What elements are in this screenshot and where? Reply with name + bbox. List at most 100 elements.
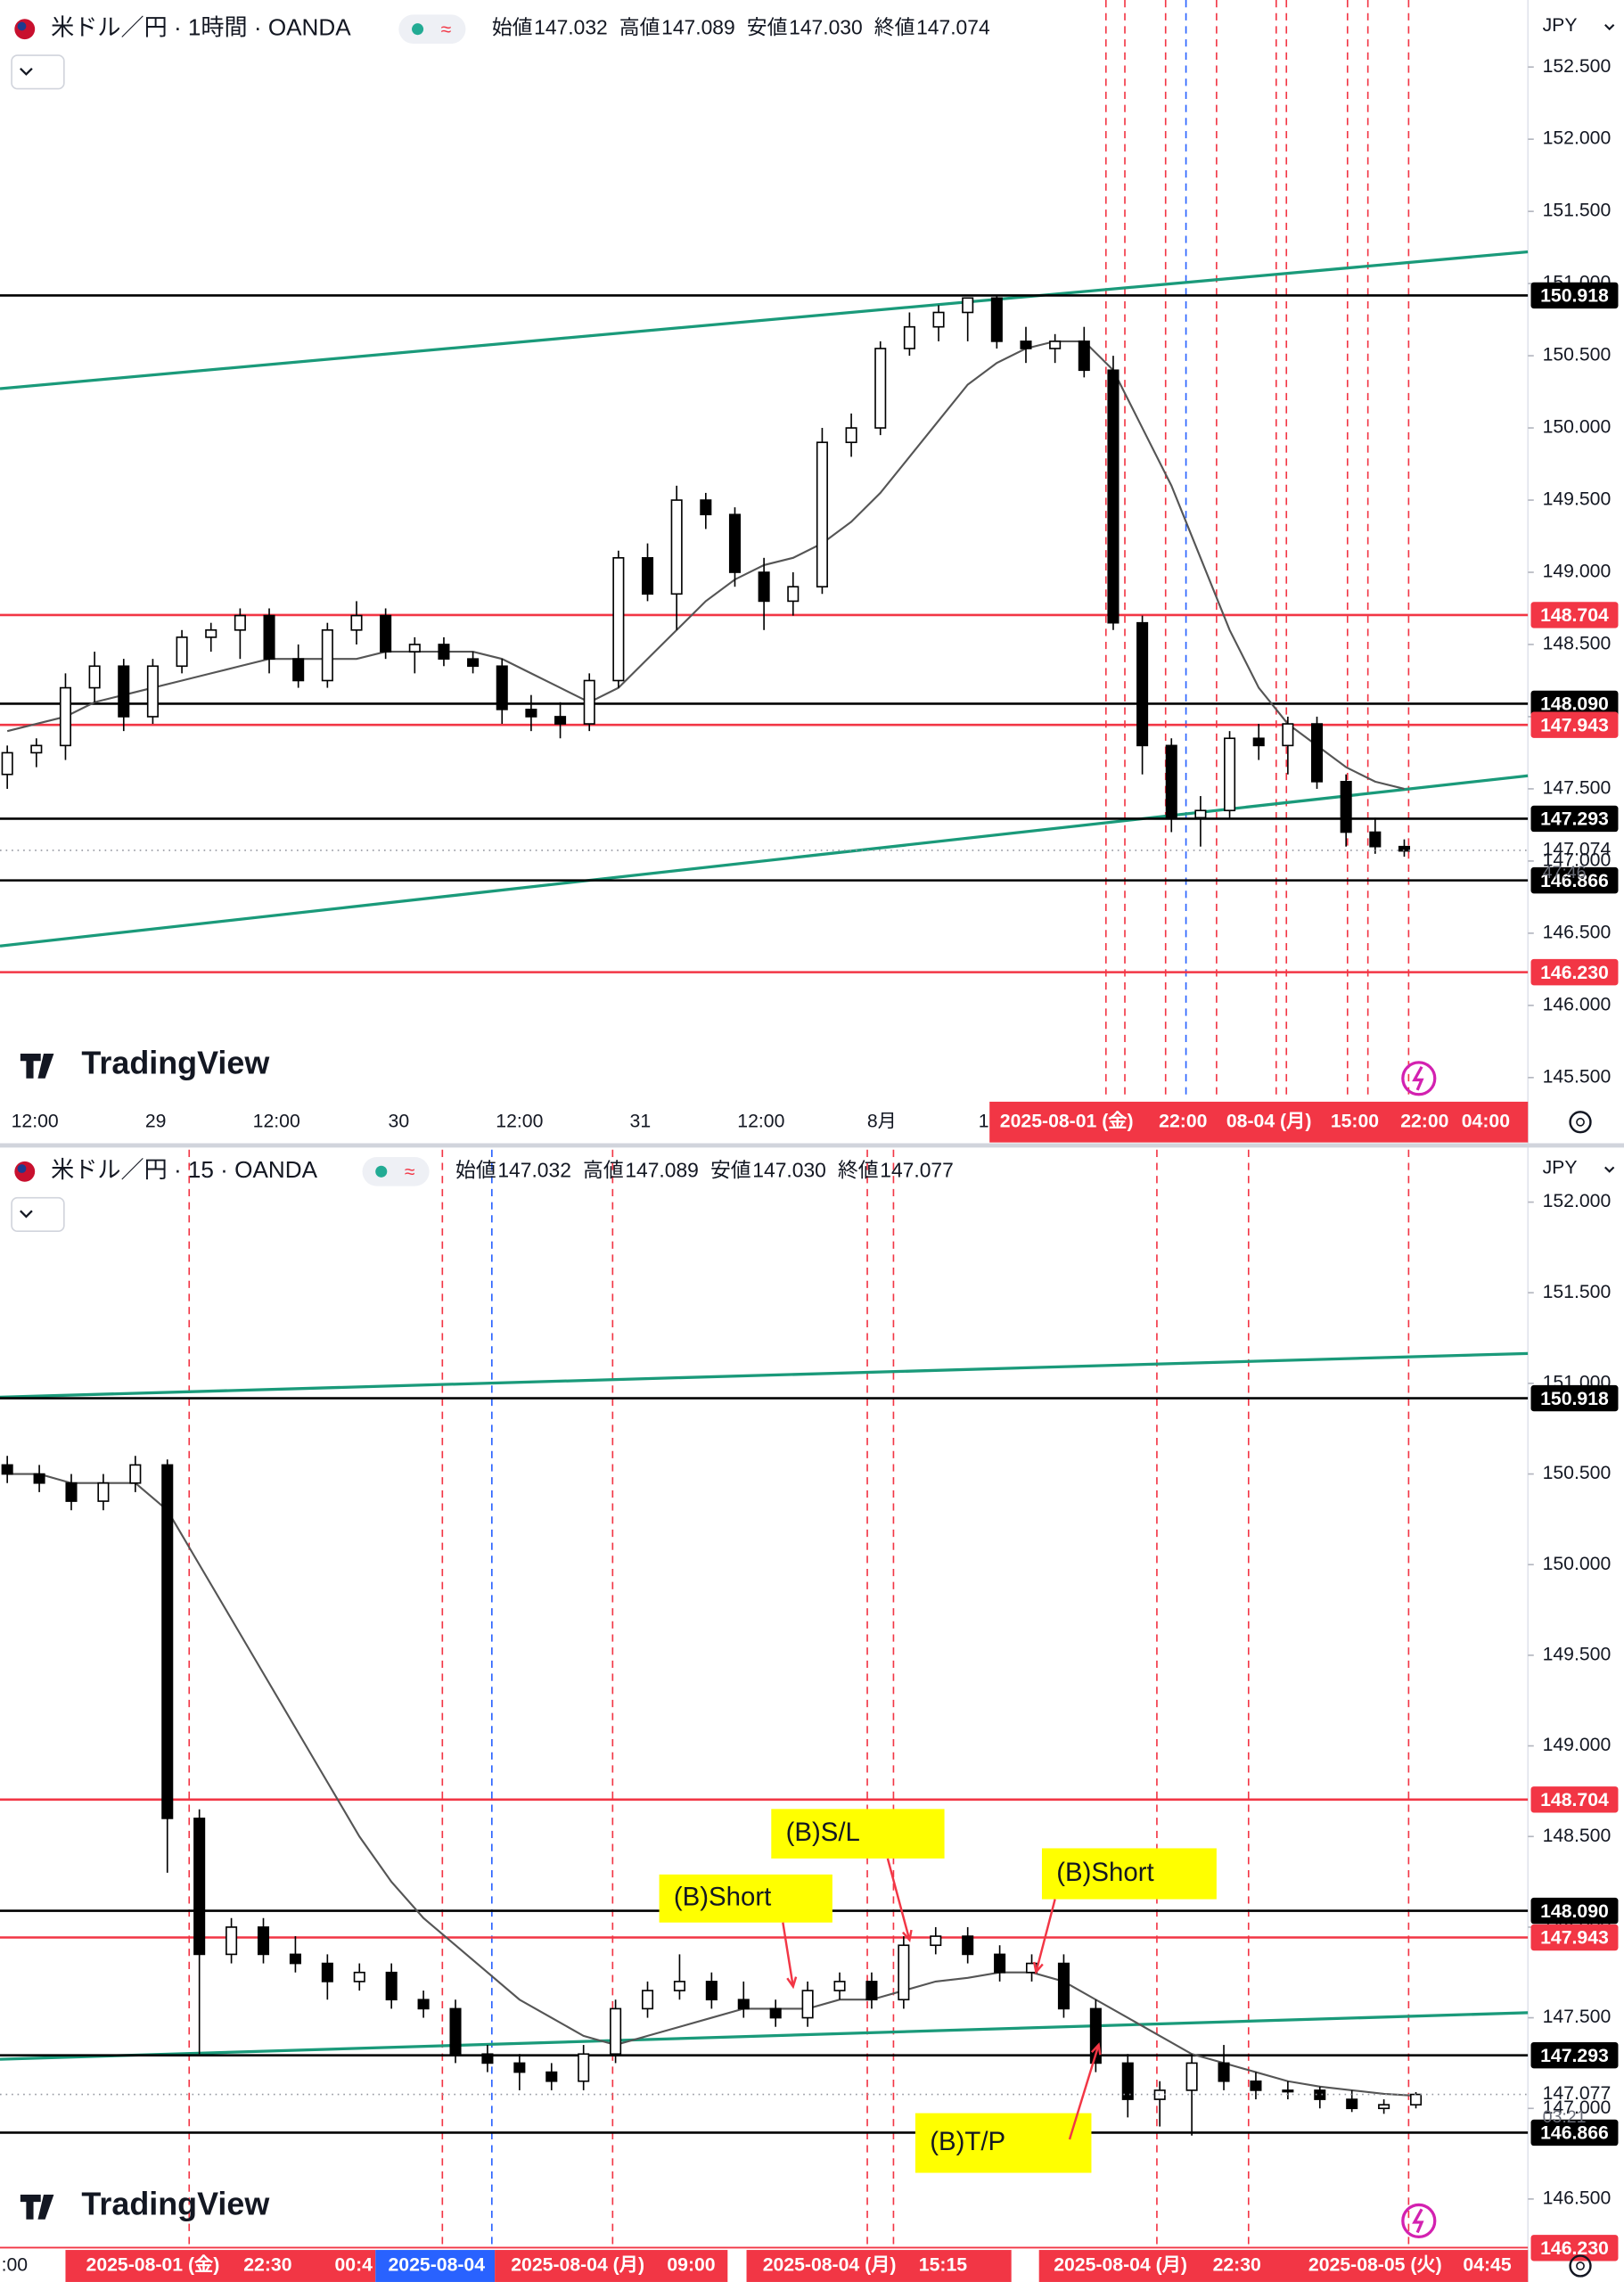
candle-body [1107, 369, 1120, 624]
candle-body [263, 614, 275, 660]
y-tick-label: 149.500 [1543, 1645, 1612, 1665]
candle-body [737, 1999, 750, 2010]
x-tick-label: 12:00 [253, 1111, 300, 1131]
candle-body [1250, 2080, 1262, 2091]
candle-body [610, 2007, 622, 2056]
currency: JPY [1543, 15, 1578, 36]
price-level-tag [1530, 690, 1619, 718]
ohlc-value: 147.030 [789, 16, 863, 39]
ohlc-label: 高値 [619, 16, 660, 39]
y-tick-label: 148.500 [1543, 634, 1612, 654]
candle-body [481, 2053, 494, 2064]
candle-body [1049, 341, 1062, 349]
candle-body [1020, 341, 1032, 349]
price-level-label: 146.866 [1540, 2123, 1609, 2144]
candle-body [161, 1464, 174, 1819]
trendline [0, 1351, 1529, 1399]
price-level-label: 148.704 [1540, 605, 1609, 626]
candle-body [758, 571, 770, 603]
annotation-arrowhead [1090, 2042, 1102, 2056]
y-tick-label: 146.500 [1543, 2188, 1612, 2209]
svg-text:≈: ≈ [441, 20, 452, 40]
candle-body [545, 2071, 558, 2082]
candle-body [1136, 621, 1149, 747]
y-tick-label: 150.500 [1543, 345, 1612, 365]
symbol: 米ドル／円 · 1時間 · OANDA [51, 14, 351, 41]
price-level-tag [1530, 2235, 1619, 2261]
candle-body [350, 614, 363, 631]
ohlc-value: 147.032 [497, 1158, 571, 1181]
candle-body [1369, 831, 1382, 848]
candle-body [1340, 781, 1352, 833]
last-price-label: 147.077 [1543, 2083, 1612, 2104]
price-level-tag [1530, 711, 1619, 738]
candle-body [705, 1981, 718, 2001]
candle-body [97, 1482, 110, 1502]
price-level-label: 147.293 [1540, 2046, 1609, 2066]
x-tick-label: 30 [389, 1111, 410, 1131]
ohlc-label: 終値 [838, 1158, 879, 1181]
x-tick-label: 00:4 [334, 2255, 373, 2276]
candle-body [30, 744, 43, 754]
ohlc-label: 始値 [492, 16, 533, 39]
annotation-text: (B)Short [1056, 1858, 1153, 1887]
candle-body [833, 1981, 846, 1991]
candle-body [1, 1464, 13, 1475]
candle-body [700, 499, 712, 516]
annotation-box [659, 1874, 833, 1923]
annotation-text: (B)Short [674, 1883, 771, 1912]
chart-layer: 152.500152.000151.500151.000150.500150.0… [0, 14, 1619, 2276]
candle-body [1194, 809, 1207, 819]
y-tick-label: 149.000 [1543, 562, 1612, 582]
candle-body [962, 297, 974, 314]
currency: JPY [1543, 1158, 1578, 1178]
candle-body [641, 556, 654, 595]
candle-body [874, 348, 887, 429]
candle-body [1078, 341, 1090, 372]
time-axis-highlights [65, 1101, 1529, 2282]
candle-body [1224, 737, 1236, 812]
candle-body [641, 1990, 654, 2010]
candle-body [612, 556, 625, 682]
price-level-label: 146.230 [1540, 963, 1609, 983]
price-level-label: 148.090 [1540, 1901, 1609, 1922]
candle-body [467, 658, 480, 668]
ohlc-header: 始値 147.032 高値 147.089 安値 147.030 終値 147.074 [492, 16, 990, 39]
x-tick-label: 09:00 [667, 2255, 715, 2276]
candle-body [129, 1464, 142, 1484]
x-tick-label: 04:00 [1462, 1111, 1510, 1131]
price-level-tag [1530, 958, 1619, 986]
annotation-box [915, 2113, 1092, 2173]
price-level-tag [1530, 602, 1619, 628]
y-tick-label: 147.000 [1543, 850, 1612, 871]
candle-body [176, 636, 188, 668]
candle-body [930, 1935, 942, 1947]
y-tick-label: 147.500 [1543, 2007, 1612, 2027]
annotation-arrow [1068, 2044, 1100, 2140]
candle-body [385, 1971, 398, 2001]
ohlc-header: 始値 147.032 高値 147.089 安値 147.030 終値 147.077 [455, 1158, 954, 1181]
x-tick-label: 15:15 [919, 2255, 967, 2276]
x-tick-label: 2025-08-04 (月) [763, 2255, 897, 2276]
ohlc-label: 高値 [583, 1158, 624, 1181]
countdown: 03:21 [1543, 2107, 1587, 2127]
ohlc-label: 安値 [710, 1158, 751, 1181]
candle-body [1378, 2104, 1390, 2110]
annotation-box [1041, 1848, 1217, 1900]
candle-body [146, 665, 159, 718]
candle-body [787, 586, 800, 603]
y-tick-label: 145.500 [1543, 1066, 1612, 1087]
x-tick-label: 29 [145, 1111, 167, 1131]
ohlc-value: 147.089 [661, 16, 735, 39]
y-tick-label: 150.500 [1543, 1463, 1612, 1483]
x-tick-label: 8月 [867, 1111, 897, 1131]
price-level-label: 146.866 [1540, 871, 1609, 891]
annotation-text: (B)T/P [930, 2127, 1005, 2156]
price-level-tag [1530, 866, 1619, 894]
x-tick-label: 2025-08-01 (金) [86, 2254, 220, 2276]
y-tick-label: 152.500 [1543, 56, 1612, 77]
candle-body [438, 644, 450, 660]
price-level-tag [1530, 1897, 1619, 1925]
annotation-arrowhead [1032, 1961, 1044, 1974]
